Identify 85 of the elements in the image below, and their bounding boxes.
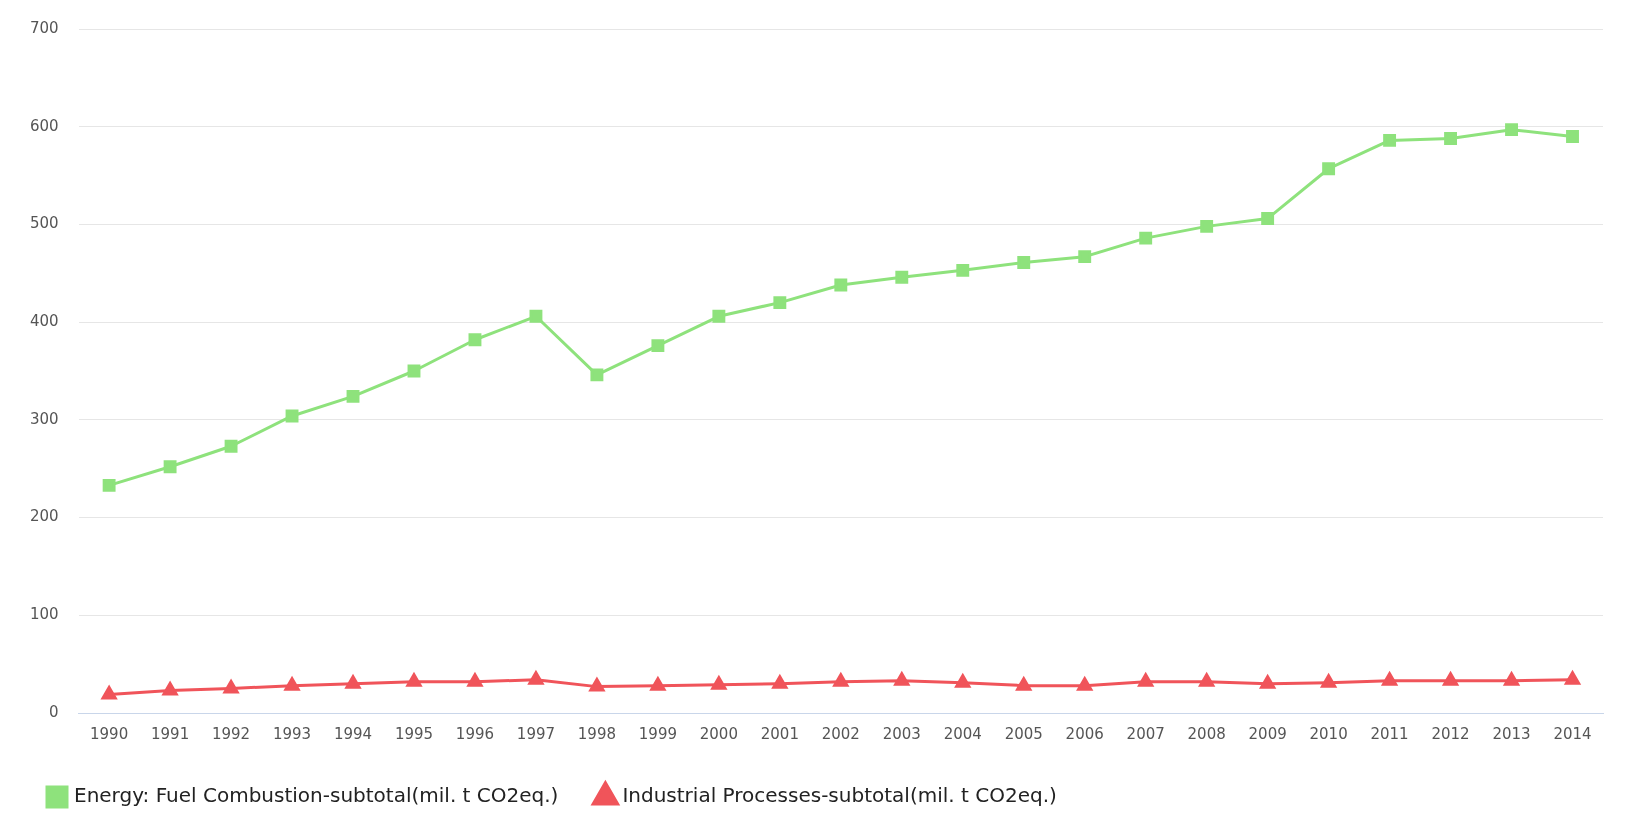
x-tick-label: 1994 <box>333 724 373 743</box>
x-tick-label: 1993 <box>272 724 312 743</box>
point <box>772 675 788 689</box>
point <box>1505 123 1518 137</box>
point <box>1261 212 1275 226</box>
x-tick-label: 2000 <box>699 724 738 743</box>
point <box>528 671 544 685</box>
x-tick-label: 2007 <box>1126 724 1165 743</box>
point <box>894 672 910 686</box>
point <box>1138 673 1154 687</box>
x-tick-label: 2002 <box>821 724 860 743</box>
x-tick-label: 1998 <box>577 724 617 743</box>
point <box>1016 677 1032 691</box>
point <box>163 460 177 474</box>
point <box>589 678 605 692</box>
y-tick-label: 400 <box>29 312 59 331</box>
point <box>468 333 482 347</box>
point <box>1017 256 1031 269</box>
point <box>956 263 970 277</box>
point <box>1322 162 1336 176</box>
x-tick-label: 1996 <box>455 724 495 743</box>
point <box>955 674 971 688</box>
x-tick-label: 2010 <box>1309 724 1348 743</box>
x-tick-label: 1990 <box>90 724 129 743</box>
point <box>223 680 239 694</box>
point <box>650 677 666 691</box>
x-tick-label: 2014 <box>1553 724 1592 743</box>
x-tick-label: 1997 <box>516 724 556 743</box>
point <box>529 309 543 323</box>
point <box>1564 671 1581 685</box>
x-tick-label: 2001 <box>760 724 799 743</box>
point <box>712 309 726 323</box>
point <box>895 270 909 284</box>
point <box>833 673 849 687</box>
point <box>406 673 422 687</box>
point <box>773 296 787 310</box>
point <box>102 478 116 492</box>
x-tick-label: 2009 <box>1248 724 1287 743</box>
y-tick-label: 200 <box>29 507 59 526</box>
point <box>1200 219 1214 233</box>
y-tick-label: 100 <box>29 605 59 624</box>
x-tick-label: 2013 <box>1492 724 1531 743</box>
x-tick-label: 2004 <box>943 724 982 743</box>
point <box>162 682 178 696</box>
y-tick-label: 700 <box>29 18 59 37</box>
point <box>284 677 300 691</box>
point <box>651 339 665 353</box>
y-tick-label: 600 <box>29 116 59 135</box>
point <box>1260 675 1276 689</box>
x-tick-label: 2008 <box>1187 724 1226 743</box>
point <box>224 439 238 453</box>
x-tick-label: 2003 <box>882 724 921 743</box>
point <box>834 278 848 292</box>
x-tick-label: 1995 <box>394 724 434 743</box>
point <box>1199 673 1215 687</box>
x-tick-label: 1992 <box>211 724 251 743</box>
point <box>101 685 117 700</box>
y-tick-label: 500 <box>29 214 59 233</box>
point <box>1566 130 1579 143</box>
point <box>1444 131 1458 145</box>
x-tick-label: 2005 <box>1004 724 1043 743</box>
x-tick-label: 2012 <box>1431 724 1470 743</box>
point <box>590 368 604 382</box>
point <box>1443 672 1459 686</box>
point <box>467 673 483 687</box>
point <box>1382 672 1398 686</box>
point <box>1078 250 1092 264</box>
point <box>1321 674 1337 688</box>
legend-label: Industrial Processes-subtotal(mil. t CO2eq.) <box>622 783 1057 808</box>
point <box>1503 672 1520 686</box>
point <box>1077 677 1093 691</box>
point <box>711 676 727 690</box>
x-tick-label: 2011 <box>1370 724 1409 743</box>
point <box>1383 133 1397 147</box>
point <box>407 364 421 378</box>
x-tick-label: 1999 <box>638 724 677 743</box>
point <box>345 675 361 689</box>
x-tick-label: 1991 <box>151 724 190 743</box>
point <box>346 389 360 403</box>
point <box>285 409 299 423</box>
point <box>1139 231 1153 245</box>
legend-label: Energy: Fuel Combustion-subtotal(mil. t CO2eq.) <box>74 783 559 808</box>
x-tick-label: 2006 <box>1065 724 1104 743</box>
y-tick-label: 0 <box>49 702 59 721</box>
y-tick-label: 300 <box>29 409 59 428</box>
